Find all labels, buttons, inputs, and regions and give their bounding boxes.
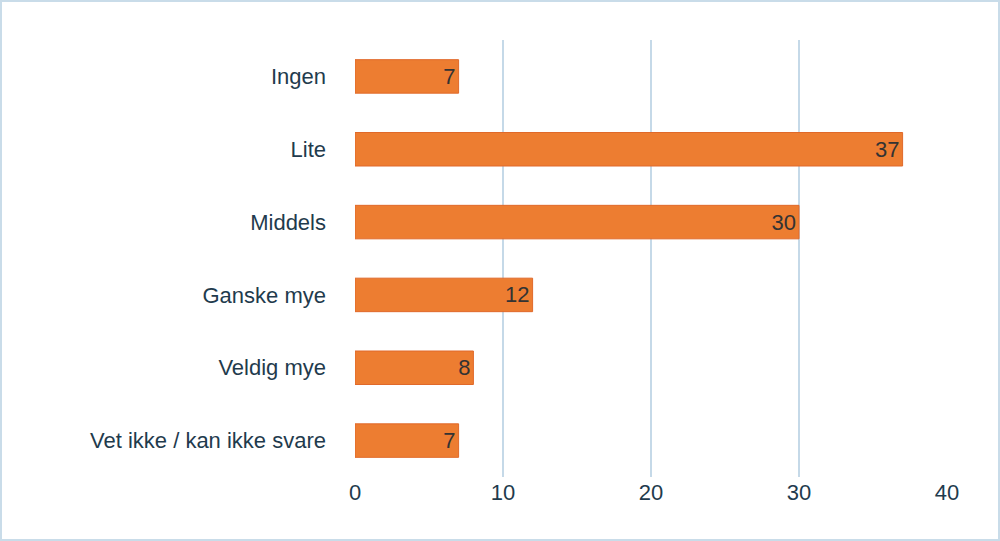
svg-text:30: 30 — [772, 210, 796, 235]
svg-text:30: 30 — [787, 480, 811, 505]
svg-text:7: 7 — [443, 428, 455, 453]
svg-text:Ingen: Ingen — [271, 64, 326, 89]
svg-text:Middels: Middels — [250, 210, 326, 235]
svg-text:10: 10 — [491, 480, 515, 505]
svg-text:20: 20 — [639, 480, 663, 505]
svg-text:0: 0 — [349, 480, 361, 505]
svg-text:12: 12 — [505, 282, 529, 307]
svg-text:Veldig mye: Veldig mye — [218, 355, 326, 380]
svg-text:Ganske mye: Ganske mye — [203, 283, 327, 308]
svg-text:Lite: Lite — [291, 137, 326, 162]
svg-text:37: 37 — [875, 137, 899, 162]
svg-text:40: 40 — [935, 480, 959, 505]
svg-text:8: 8 — [458, 355, 470, 380]
svg-text:Vet ikke / kan ikke svare: Vet ikke / kan ikke svare — [90, 428, 326, 453]
svg-text:7: 7 — [443, 64, 455, 89]
